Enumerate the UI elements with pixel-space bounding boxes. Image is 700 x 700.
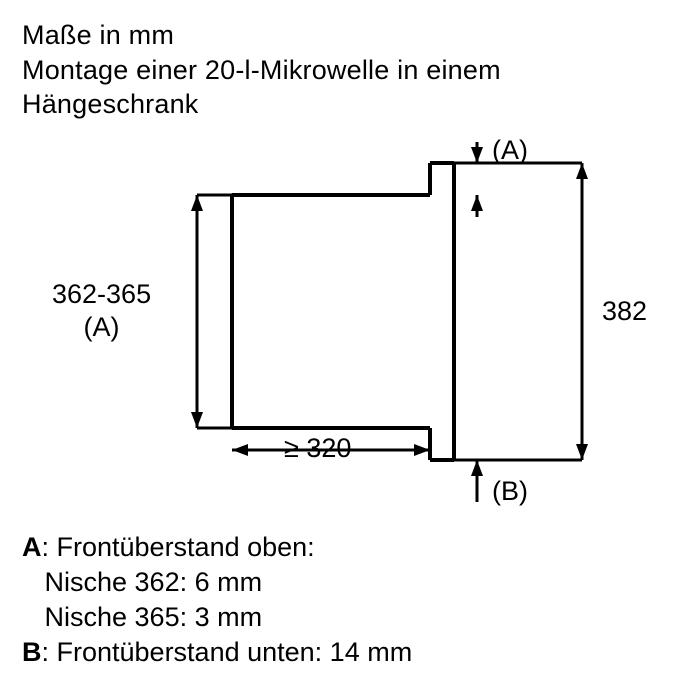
legend-a-title: A: Frontüberstand oben: — [22, 530, 678, 565]
legend-b-title: B: Frontüberstand unten: 14 mm — [22, 635, 678, 670]
diagram: (A) (B) 362-365 (A) 382 ≥ 320 — [22, 130, 678, 510]
legend-a-line1: Nische 362: 6 mm — [22, 565, 678, 600]
legend-a-rest: : Frontüberstand oben: — [42, 532, 315, 562]
legend-b-prefix: B — [22, 637, 42, 667]
title-line-1: Maße in mm — [22, 18, 678, 53]
left-height-value: 362-365 — [52, 278, 151, 312]
legend-b-rest: : Frontüberstand unten: 14 mm — [42, 637, 413, 667]
title-block: Maße in mm Montage einer 20-l-Mikrowelle… — [22, 18, 678, 122]
marker-b-bottom-label: (B) — [492, 475, 528, 509]
title-line-3: Hängeschrank — [22, 87, 678, 122]
legend-a-line2: Nische 365: 3 mm — [22, 600, 678, 635]
legend: A: Frontüberstand oben: Nische 362: 6 mm… — [22, 530, 678, 670]
marker-a-top-label: (A) — [492, 134, 528, 168]
left-height-label: 362-365 (A) — [52, 278, 151, 346]
legend-a-prefix: A — [22, 532, 42, 562]
left-height-marker: (A) — [52, 311, 151, 345]
title-line-2: Montage einer 20-l-Mikrowelle in einem — [22, 53, 678, 88]
right-height-label: 382 — [602, 295, 647, 329]
bottom-width-label: ≥ 320 — [284, 432, 351, 466]
